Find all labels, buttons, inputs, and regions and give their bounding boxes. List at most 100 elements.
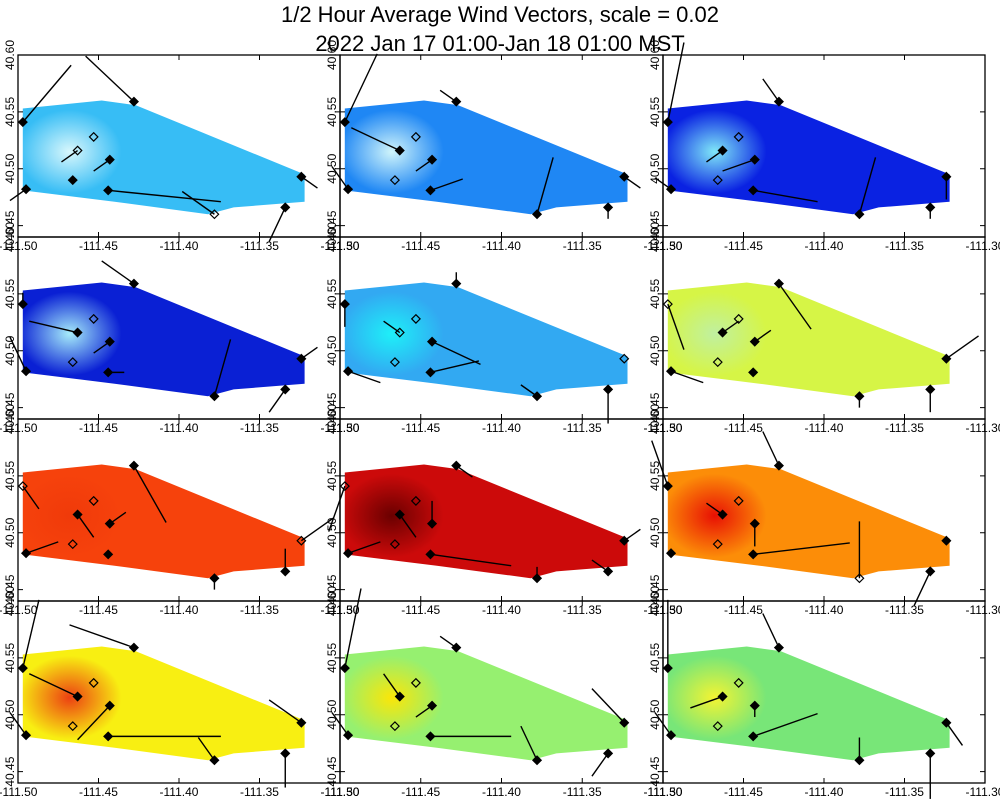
station-marker [425, 367, 436, 378]
basin-hotspot [667, 109, 767, 194]
station-marker [104, 154, 115, 165]
station-marker [389, 357, 400, 368]
panel-9: -111.50-111.45-111.40-111.35-111.3040.45… [644, 404, 1000, 617]
y-tick-label: 40.50 [325, 517, 339, 547]
y-tick-label: 40.45 [648, 756, 662, 786]
y-tick-label: 40.45 [325, 756, 339, 786]
x-tick-label: -111.35 [563, 785, 602, 799]
wind-vector [762, 431, 780, 466]
y-tick-label: 40.55 [325, 97, 339, 127]
station-marker [17, 299, 28, 310]
x-tick-label: -111.45 [724, 603, 763, 617]
y-tick-label: 40.50 [3, 335, 17, 365]
wind-vector [22, 64, 72, 123]
x-tick-label: -111.45 [79, 785, 118, 799]
station-marker [425, 185, 436, 196]
basin-hotspot [667, 291, 767, 376]
wind-vector [762, 613, 780, 648]
station-marker [854, 209, 865, 220]
wind-vector [651, 440, 669, 487]
panel-8: -111.50 -111.45 -111.40 -111.35 -111.3040.45… [321, 404, 683, 617]
station-marker [666, 184, 677, 195]
wind-vector [913, 571, 931, 606]
station-marker [209, 573, 220, 584]
y-tick-label: 40.50 [3, 517, 17, 547]
wind-vector [133, 465, 167, 523]
wind-vector [101, 260, 135, 285]
station-marker [666, 730, 677, 741]
x-tick-label: -111.40 [160, 421, 199, 435]
station-marker [666, 548, 677, 559]
wind-vector [76, 514, 95, 538]
station-marker [773, 642, 784, 653]
x-tick-label: -111.30 [966, 421, 1000, 435]
station-marker [17, 663, 28, 674]
panel-11: -111.50 -111.45 -111.40 -111.35 -111.3040.45… [321, 586, 683, 799]
wind-vector [108, 189, 221, 203]
station-marker [531, 391, 543, 402]
wind-vector [25, 541, 59, 554]
station-marker [343, 184, 354, 195]
basin-hotspot [22, 473, 122, 558]
y-tick-label: 40.45 [325, 392, 339, 422]
y-tick-label: 40.45 [325, 574, 339, 604]
x-tick-label: -111.45 [79, 239, 118, 253]
wind-vector [858, 157, 877, 215]
x-tick-label: -111.45 [401, 603, 440, 617]
wind-vector [399, 514, 417, 538]
wind-vector [431, 341, 481, 366]
station-marker [603, 748, 614, 759]
x-tick-label: -111.40 [160, 785, 199, 799]
station-marker [103, 731, 114, 742]
station-marker [21, 366, 32, 377]
wind-vector [591, 688, 625, 724]
y-tick-label: 40.45 [3, 210, 17, 240]
y-tick-label: 40.55 [325, 279, 339, 309]
wind-vector [268, 699, 302, 724]
station-marker [339, 663, 350, 674]
wind-vector [667, 303, 685, 350]
wind-vector [69, 624, 135, 649]
x-tick-label: -111.45 [724, 785, 763, 799]
wind-vector [268, 207, 286, 242]
station-marker [662, 481, 673, 492]
station-marker [103, 549, 114, 560]
station-marker [17, 117, 28, 128]
x-tick-label: -111.40 [482, 239, 521, 253]
y-tick-label: 40.60 [3, 40, 17, 70]
x-tick-label: -111.35 [885, 239, 924, 253]
x-tick-label: -111.40 [805, 603, 844, 617]
station-marker [21, 548, 32, 559]
x-tick-label: -111.35 [563, 603, 602, 617]
x-tick-label: -111.45 [401, 785, 440, 799]
station-marker [941, 535, 952, 546]
station-marker [72, 145, 83, 156]
panel-7: -111.50 -111.45 -111.40 -111.35 -111.3040.45… [0, 404, 360, 617]
station-marker [389, 175, 400, 186]
wind-vector [753, 189, 818, 203]
y-tick-label: 40.55 [648, 279, 662, 309]
wind-vector [752, 712, 818, 738]
y-tick-label: 40.60 [648, 404, 662, 434]
station-marker [88, 131, 99, 142]
y-tick-label: 40.55 [3, 97, 17, 127]
station-marker [749, 154, 760, 165]
wind-vector [344, 53, 378, 123]
wind-vector [520, 725, 538, 761]
wind-vector [331, 166, 349, 190]
station-marker [72, 327, 83, 338]
station-marker [209, 755, 220, 766]
x-tick-label: -111.50 [0, 239, 38, 253]
station-marker [296, 353, 307, 364]
station-marker [128, 278, 139, 289]
station-marker [603, 384, 614, 395]
station-marker [733, 313, 744, 324]
wind-vector [753, 542, 850, 556]
station-marker [748, 185, 759, 196]
y-tick-label: 40.45 [3, 392, 17, 422]
station-marker [531, 573, 543, 584]
x-tick-label: -111.45 [724, 239, 763, 253]
station-marker [748, 549, 759, 560]
chart-title: 1/2 Hour Average Wind Vectors, scale = 0… [280, 2, 719, 27]
station-marker [425, 549, 436, 560]
